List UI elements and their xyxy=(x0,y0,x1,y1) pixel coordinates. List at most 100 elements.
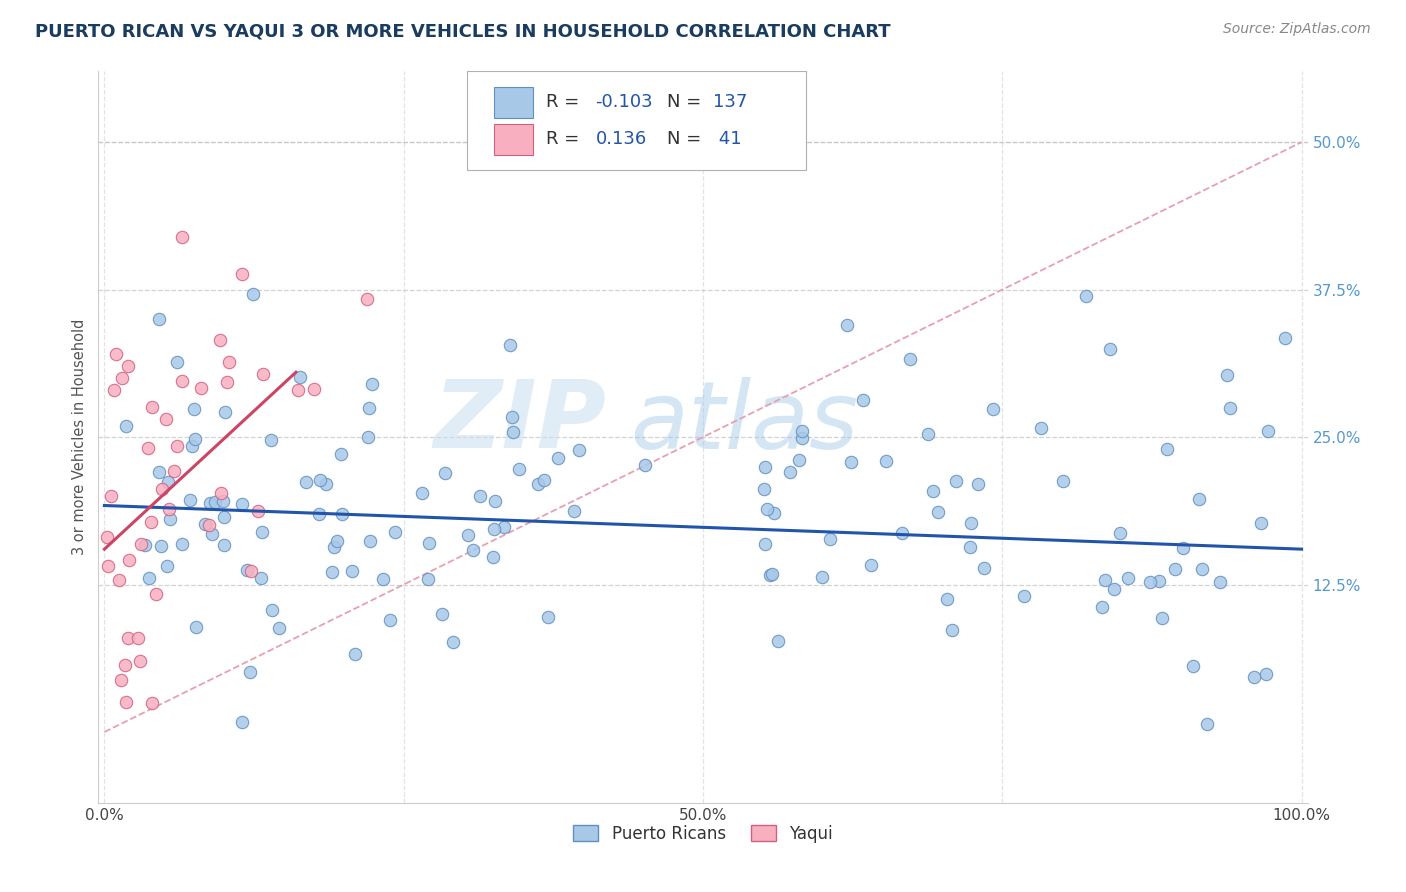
Point xyxy=(835,318,858,332)
Point xyxy=(754,460,776,475)
Point xyxy=(302,382,325,396)
Point xyxy=(959,516,981,530)
Point xyxy=(127,631,149,645)
Point xyxy=(359,534,381,549)
Point xyxy=(156,558,179,573)
Point xyxy=(343,648,366,662)
Point xyxy=(184,432,207,446)
Point xyxy=(217,375,239,389)
FancyBboxPatch shape xyxy=(494,124,533,154)
Point xyxy=(172,537,194,551)
Point xyxy=(1208,574,1230,589)
Point xyxy=(1250,516,1272,530)
Point xyxy=(231,268,253,282)
Point xyxy=(186,620,208,634)
Point xyxy=(159,512,181,526)
Point xyxy=(1243,669,1265,683)
Point xyxy=(481,549,503,564)
Point xyxy=(136,441,159,455)
Point xyxy=(1219,401,1241,415)
FancyBboxPatch shape xyxy=(494,87,533,118)
Point xyxy=(457,527,479,541)
Point xyxy=(1216,368,1239,382)
Point xyxy=(562,504,585,518)
Point xyxy=(1052,474,1074,488)
Point xyxy=(115,419,138,434)
Point xyxy=(238,665,260,680)
Point xyxy=(766,633,789,648)
Point xyxy=(891,526,914,541)
Point xyxy=(756,501,779,516)
Point xyxy=(357,401,380,415)
Point xyxy=(114,657,136,672)
Point xyxy=(917,426,939,441)
Text: ZIP: ZIP xyxy=(433,376,606,468)
Point xyxy=(763,506,786,520)
Point xyxy=(288,369,311,384)
Point xyxy=(322,540,344,554)
Text: atlas: atlas xyxy=(630,377,859,468)
Point xyxy=(321,565,343,579)
FancyBboxPatch shape xyxy=(467,71,806,170)
Point xyxy=(148,311,170,326)
Point xyxy=(1156,442,1178,456)
Point xyxy=(754,537,776,551)
Point xyxy=(181,440,204,454)
Point xyxy=(111,371,134,385)
Point xyxy=(790,425,813,439)
Point xyxy=(105,347,128,361)
Point xyxy=(97,558,120,573)
Point xyxy=(1191,562,1213,576)
Point xyxy=(1116,571,1139,585)
Point xyxy=(1012,589,1035,603)
Point xyxy=(108,573,131,587)
Point xyxy=(166,355,188,369)
Point xyxy=(434,466,457,480)
Point xyxy=(252,367,274,381)
Point xyxy=(117,631,139,645)
Point xyxy=(360,376,382,391)
Point xyxy=(115,695,138,709)
Point xyxy=(967,476,990,491)
Point xyxy=(494,520,516,534)
Point xyxy=(502,425,524,439)
Point xyxy=(411,486,433,500)
Point xyxy=(179,492,201,507)
Point xyxy=(547,450,569,465)
Point xyxy=(357,430,380,444)
Point xyxy=(416,572,439,586)
Point xyxy=(527,476,550,491)
Point xyxy=(117,359,139,374)
Point xyxy=(150,482,173,496)
Point xyxy=(212,509,235,524)
Point xyxy=(1188,491,1211,506)
Point xyxy=(340,564,363,578)
Point xyxy=(839,455,862,469)
Point xyxy=(1029,421,1052,435)
Point xyxy=(508,462,530,476)
Text: 137: 137 xyxy=(713,94,747,112)
Point xyxy=(198,518,221,533)
Point xyxy=(295,475,318,489)
Point xyxy=(430,607,453,621)
Point xyxy=(170,374,193,388)
Point xyxy=(212,538,235,552)
Point xyxy=(441,635,464,649)
Point xyxy=(852,392,875,407)
Point xyxy=(235,563,257,577)
Text: R =: R = xyxy=(546,94,585,112)
Point xyxy=(131,537,153,551)
Point xyxy=(231,497,253,511)
Point xyxy=(150,539,173,553)
Point xyxy=(1274,330,1296,344)
Point xyxy=(787,453,810,467)
Point xyxy=(326,533,349,548)
Point xyxy=(941,623,963,637)
Point xyxy=(240,564,263,578)
Point xyxy=(190,381,212,395)
Point xyxy=(533,473,555,487)
Point xyxy=(482,522,505,536)
Text: N =: N = xyxy=(666,94,707,112)
Text: Source: ZipAtlas.com: Source: ZipAtlas.com xyxy=(1223,22,1371,37)
Point xyxy=(484,493,506,508)
